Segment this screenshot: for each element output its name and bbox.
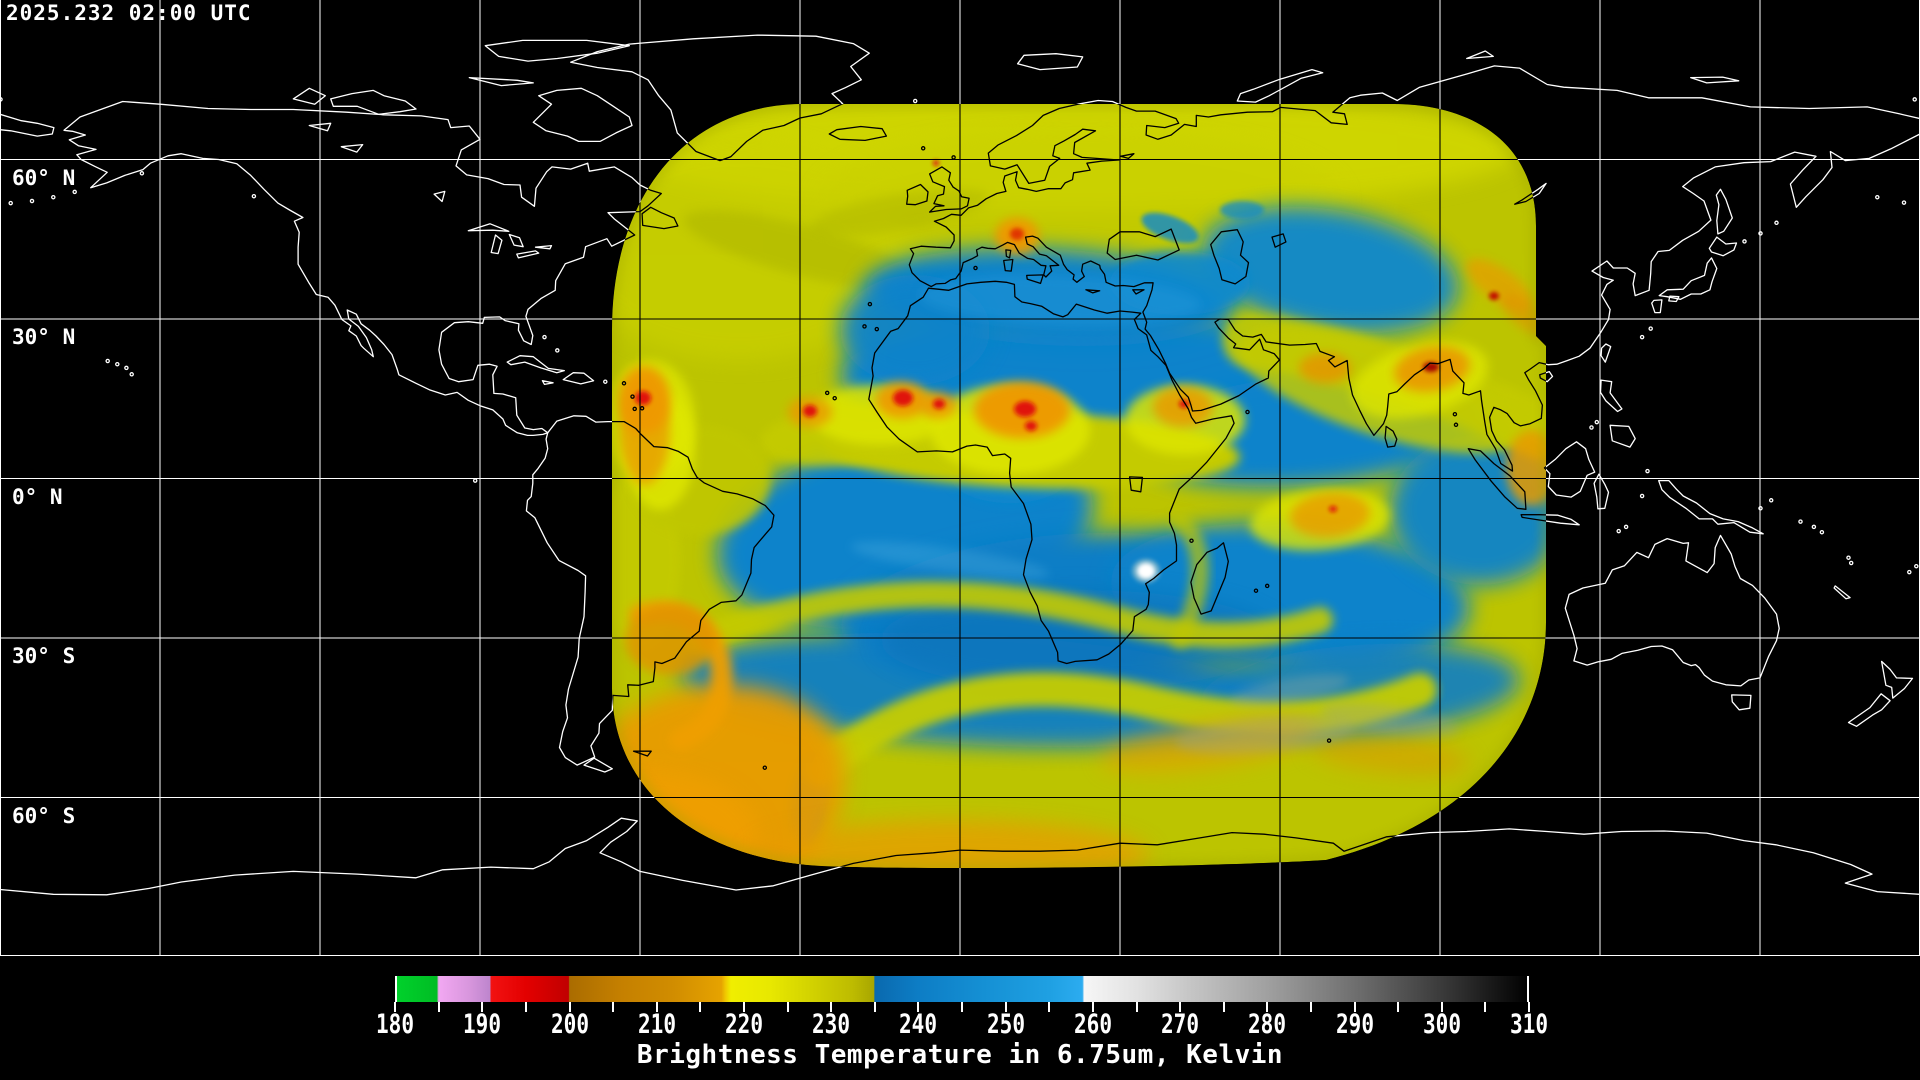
latitude-label: 30° N (12, 325, 76, 349)
colorbar-tick-label: 210 (637, 1009, 676, 1040)
colorbar-tick (1484, 1002, 1487, 1012)
timestamp: 2025.232 02:00 UTC (6, 1, 252, 25)
colorbar-tick (437, 1002, 440, 1012)
colorbar-tick (1353, 1002, 1356, 1012)
colorbar-tick (1440, 1002, 1443, 1012)
colorbar-tick-label: 270 (1161, 1009, 1200, 1040)
colorbar-tick (394, 1002, 396, 1012)
colorbar-tick (786, 1002, 789, 1012)
colorbar-tick (830, 1002, 833, 1012)
colorbar-tick (1528, 1002, 1530, 1012)
colorbar-gradient (395, 976, 1529, 1002)
colorbar-tick-label: 280 (1248, 1009, 1287, 1040)
colorbar-tick-label: 290 (1335, 1009, 1374, 1040)
colorbar-tick (873, 1002, 876, 1012)
colorbar-title: Brightness Temperature in 6.75um, Kelvin (636, 1040, 1284, 1070)
colorbar-tick-label: 190 (463, 1009, 502, 1040)
colorbar-tick-label: 220 (724, 1009, 763, 1040)
colorbar-tick (1135, 1002, 1138, 1012)
colorbar-tick (612, 1002, 615, 1012)
latitude-label: 0° N (12, 485, 63, 509)
colorbar-tick (1048, 1002, 1051, 1012)
colorbar-tick-label: 310 (1509, 1009, 1549, 1040)
colorbar (395, 976, 1529, 1002)
latitude-label: 60° N (12, 166, 76, 190)
colorbar-tick (481, 1002, 484, 1012)
colorbar-tick-label: 250 (986, 1009, 1025, 1040)
colorbar-tick-label: 180 (375, 1009, 415, 1040)
colorbar-tick-label: 300 (1422, 1009, 1461, 1040)
colorbar-tick (699, 1002, 702, 1012)
latitude-label: 60° S (12, 804, 76, 828)
colorbar-tick (1397, 1002, 1400, 1012)
colorbar-tick (1004, 1002, 1007, 1012)
colorbar-tick (1266, 1002, 1269, 1012)
satellite-swath (612, 104, 1546, 868)
colorbar-tick (742, 1002, 745, 1012)
colorbar-tick-label: 200 (550, 1009, 589, 1040)
colorbar-tick (961, 1002, 963, 1012)
colorbar-tick (1222, 1002, 1225, 1012)
colorbar-tick (1309, 1002, 1312, 1012)
colorbar-end-cap (395, 976, 397, 1002)
colorbar-tick (1179, 1002, 1182, 1012)
colorbar-tick-label: 240 (899, 1009, 938, 1040)
colorbar-end-cap (1527, 976, 1529, 1002)
colorbar-tick-label: 260 (1073, 1009, 1112, 1040)
colorbar-tick (568, 1002, 571, 1012)
colorbar-tick-label: 230 (812, 1009, 851, 1040)
colorbar-tick (655, 1002, 658, 1012)
latitude-label: 30° S (12, 644, 76, 668)
colorbar-tick (1091, 1002, 1094, 1012)
world-map (0, 0, 1920, 958)
colorbar-tick (524, 1002, 527, 1012)
colorbar-tick (917, 1002, 920, 1012)
